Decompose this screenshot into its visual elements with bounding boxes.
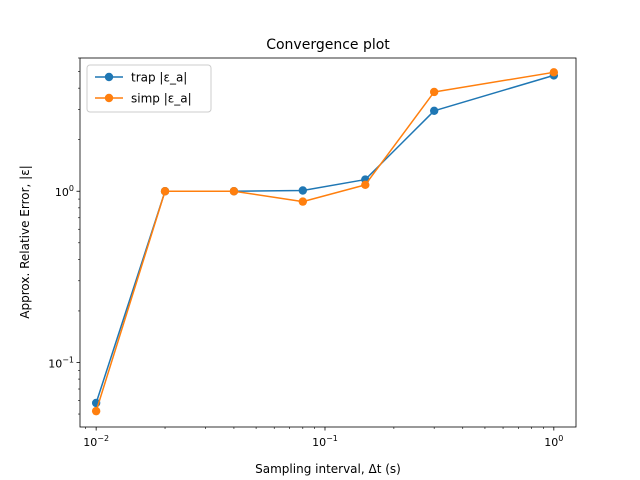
plot-area: [91, 68, 559, 416]
series-1-point: [298, 186, 308, 195]
legend-marker-2: [104, 93, 114, 103]
y-axis-label: Approx. Relative Error, |ε|: [18, 165, 32, 318]
legend-marker-1: [104, 72, 114, 82]
series-2-point: [549, 68, 559, 77]
series-2-point: [361, 180, 370, 190]
legend-label-1: trap |ε_a|: [131, 71, 187, 85]
series-2-point: [160, 187, 170, 196]
series-2-point: [298, 197, 308, 206]
series-2-point: [429, 87, 439, 97]
legend: trap |ε_a|simp |ε_a|: [86, 64, 212, 113]
series-2-point: [229, 187, 239, 196]
series-1-point: [429, 106, 439, 115]
legend-label-2: simp |ε_a|: [131, 92, 192, 106]
x-axis-label: Sampling interval, Δt (s): [255, 462, 401, 476]
series-2-point: [91, 406, 101, 416]
chart-title: Convergence plot: [266, 37, 390, 53]
